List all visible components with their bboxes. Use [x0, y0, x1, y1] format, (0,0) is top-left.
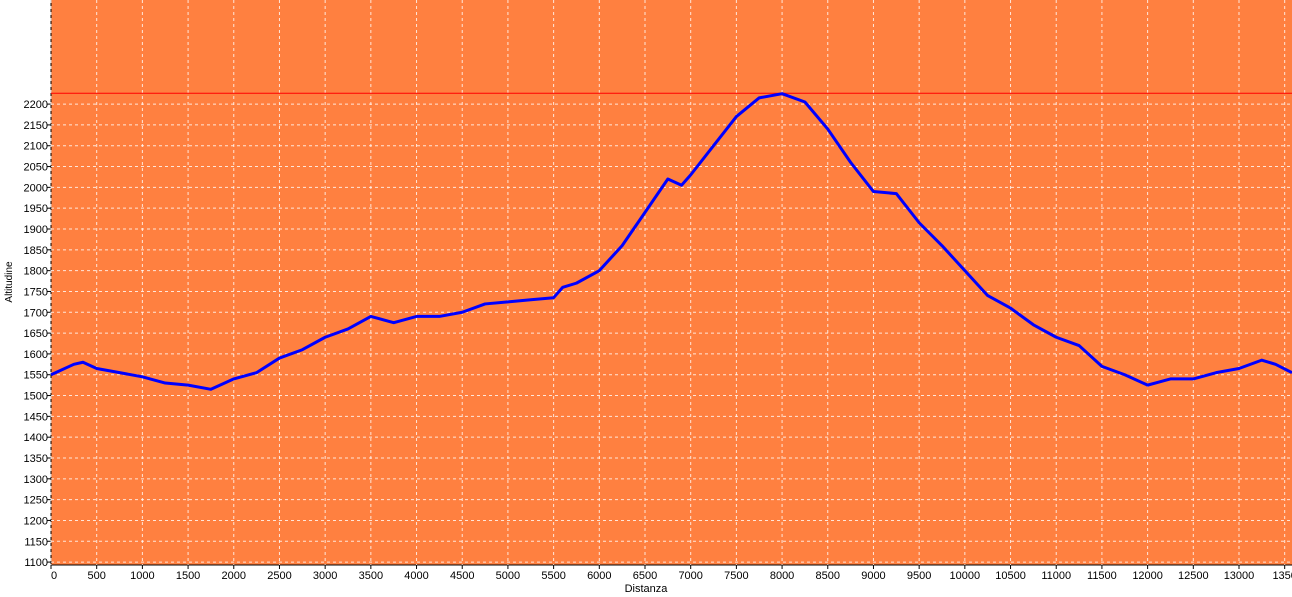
y-tick-label: 1750	[24, 286, 48, 298]
y-tick-label: 1200	[24, 515, 48, 527]
x-tick-label: 11500	[1087, 570, 1117, 582]
y-axis-label: Altitudine	[4, 261, 15, 303]
y-tick-label: 2200	[24, 99, 48, 111]
x-tick-label: 0	[51, 570, 57, 582]
x-tick-label: 1350	[1272, 570, 1292, 582]
x-tick-label: 7000	[678, 570, 702, 582]
x-tick-label: 12000	[1132, 570, 1163, 582]
x-tick-label: 500	[88, 570, 106, 582]
y-tick-label: 1450	[24, 411, 48, 423]
x-axis-label: Distanza	[625, 583, 669, 595]
x-tick-label: 8000	[770, 570, 794, 582]
x-tick-label: 9000	[861, 570, 885, 582]
x-tick-label: 5500	[541, 570, 565, 582]
y-tick-label: 1950	[24, 203, 48, 215]
y-tick-label: 1300	[24, 474, 48, 486]
x-tick-label: 4500	[450, 570, 474, 582]
x-tick-label: 3500	[359, 570, 383, 582]
y-tick-label: 2150	[24, 120, 48, 132]
x-tick-label: 7500	[724, 570, 748, 582]
y-tick-label: 1900	[24, 224, 48, 236]
y-tick-label: 1650	[24, 328, 48, 340]
x-tick-label: 2000	[222, 570, 246, 582]
x-tick-label: 1000	[130, 570, 154, 582]
y-tick-label: 1550	[24, 370, 48, 382]
x-tick-label: 13000	[1224, 570, 1255, 582]
y-tick-label: 2000	[24, 182, 48, 194]
y-tick-label: 1350	[24, 453, 48, 465]
y-tick-label: 1400	[24, 432, 48, 444]
y-tick-label: 1850	[24, 245, 48, 257]
y-tick-label: 1100	[24, 557, 48, 569]
x-tick-label: 12500	[1178, 570, 1209, 582]
line-series	[50, 92, 1292, 391]
x-tick-label: 4000	[404, 570, 428, 582]
y-tick-label: 1700	[24, 307, 48, 319]
x-tick-label: 6000	[587, 570, 611, 582]
x-tick-label: 3000	[313, 570, 337, 582]
y-tick-label: 1150	[24, 536, 48, 548]
y-tick-label: 1600	[24, 349, 48, 361]
y-tick-label: 1250	[24, 495, 48, 507]
x-tick-label: 2500	[267, 570, 291, 582]
x-tick-label: 8500	[816, 570, 840, 582]
plot-area	[51, 0, 1292, 565]
x-tick-label: 5000	[496, 570, 520, 582]
x-tick-label: 11000	[1041, 570, 1071, 582]
x-tick-label: 6500	[633, 570, 657, 582]
y-tick-label: 2050	[24, 162, 48, 174]
x-tick-label: 1500	[176, 570, 200, 582]
x-tick-label: 9500	[907, 570, 931, 582]
y-tick-label: 2100	[24, 141, 48, 153]
y-tick-label: 1800	[24, 266, 48, 278]
y-tick-label: 1500	[24, 391, 48, 403]
x-tick-label: 10500	[995, 570, 1026, 582]
x-tick-label: 10000	[950, 570, 981, 582]
